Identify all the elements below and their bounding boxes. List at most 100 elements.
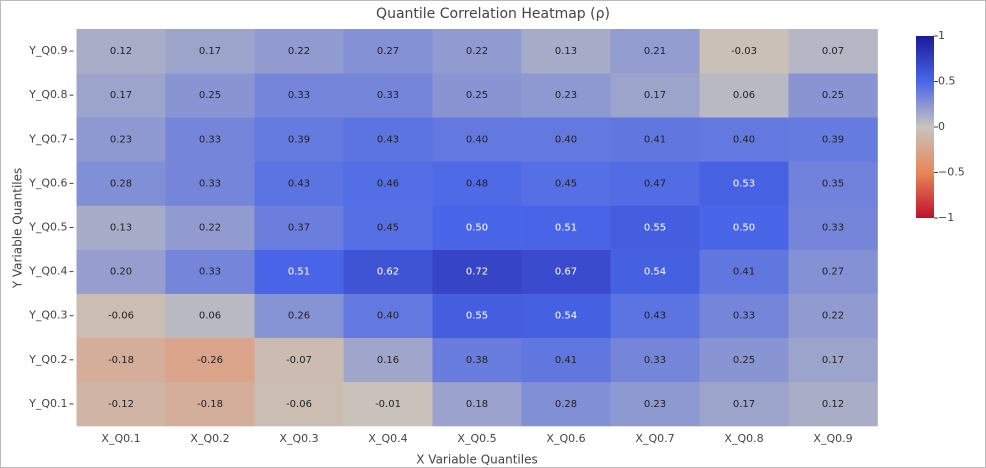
heatmap-cell	[699, 293, 789, 339]
heatmap-cell	[254, 205, 344, 250]
cell-label: 0.40	[733, 134, 755, 145]
cell-label: -0.18	[197, 399, 223, 410]
heatmap-cell	[521, 337, 611, 383]
cell-label: 0.33	[644, 355, 666, 366]
cell-label: 0.67	[555, 267, 577, 278]
cell-label: 0.55	[644, 223, 666, 234]
cell-label: 0.45	[377, 223, 399, 234]
heatmap-cell	[76, 337, 166, 383]
y-tick-label: Y_Q0.2	[28, 353, 67, 366]
cell-label: 0.41	[733, 267, 755, 278]
heatmap-cell	[76, 293, 166, 339]
cell-label: 0.25	[199, 90, 221, 101]
heatmap-cell	[254, 161, 344, 206]
x-tick-label: X_Q0.9	[813, 432, 852, 445]
cell-label: 0.13	[110, 223, 132, 234]
x-tick-label: X_Q0.7	[635, 432, 674, 445]
y-tick-label: Y_Q0.6	[28, 176, 67, 189]
y-tick-label: Y_Q0.8	[28, 88, 67, 101]
cell-label: -0.12	[108, 399, 134, 410]
cell-label: 0.33	[199, 267, 221, 278]
colorbar-tick-label: 0.5	[938, 75, 956, 88]
cell-label: 0.17	[199, 46, 221, 57]
cell-label: 0.06	[199, 311, 221, 322]
heatmap-cell	[610, 117, 700, 162]
heatmap-cell	[610, 205, 700, 250]
cell-label: 0.21	[644, 46, 666, 57]
heatmap-cell	[343, 73, 433, 118]
heatmap-cell	[521, 73, 611, 118]
heatmap-cell	[343, 161, 433, 206]
heatmap-cell	[76, 249, 166, 294]
heatmap-cell	[788, 249, 878, 294]
heatmap-cell	[432, 249, 522, 294]
x-tick-label: X_Q0.8	[724, 432, 763, 445]
cell-label: 0.33	[822, 223, 844, 234]
cell-label: 0.23	[644, 399, 666, 410]
cell-label: 0.23	[110, 134, 132, 145]
heatmap-cell	[432, 161, 522, 206]
colorbar-tick-label: 0	[938, 120, 945, 133]
heatmap-cell	[788, 117, 878, 162]
heatmap-cell	[254, 293, 344, 339]
cell-label: 0.12	[822, 399, 844, 410]
cell-label: 0.20	[110, 267, 132, 278]
heatmap-cell	[165, 205, 255, 250]
cell-label: 0.40	[555, 134, 577, 145]
cell-label: -0.18	[108, 355, 134, 366]
colorbar	[916, 36, 934, 218]
heatmap-cell	[165, 249, 255, 294]
heatmap-cell	[254, 29, 344, 74]
cell-label: -0.06	[286, 399, 312, 410]
y-tick-label: Y_Q0.4	[28, 265, 67, 278]
cell-label: 0.23	[555, 90, 577, 101]
heatmap-cell	[254, 381, 344, 427]
heatmap-cell	[343, 293, 433, 339]
x-tick-label: X_Q0.3	[279, 432, 318, 445]
cell-label: 0.33	[377, 90, 399, 101]
heatmap-cell	[788, 381, 878, 427]
cell-label: 0.33	[199, 134, 221, 145]
heatmap-cell	[610, 161, 700, 206]
cell-label: 0.39	[822, 134, 844, 145]
y-tick-label: Y_Q0.5	[28, 221, 67, 234]
cell-label: 0.53	[733, 178, 755, 189]
cell-label: 0.22	[466, 46, 488, 57]
heatmap-cell	[521, 29, 611, 74]
heatmap-cell	[343, 337, 433, 383]
chart-title: Quantile Correlation Heatmap (ρ)	[376, 6, 610, 22]
cell-label: -0.07	[286, 355, 312, 366]
cell-label: 0.38	[466, 355, 488, 366]
heatmap-cell	[165, 161, 255, 206]
heatmap-cell	[788, 73, 878, 118]
y-tick-label: Y_Q0.3	[28, 309, 67, 322]
heatmap-cell	[788, 337, 878, 383]
cell-label: 0.25	[733, 355, 755, 366]
cell-label: 0.06	[733, 90, 755, 101]
x-axis-title: X Variable Quantiles	[416, 453, 537, 467]
colorbar-tick-label: −0.5	[938, 166, 965, 179]
heatmap-cell	[343, 205, 433, 250]
cell-label: 0.18	[466, 399, 488, 410]
cell-label: 0.43	[288, 178, 310, 189]
cell-label: 0.22	[822, 311, 844, 322]
heatmap-cell	[432, 205, 522, 250]
heatmap-cell	[699, 337, 789, 383]
heatmap-cell	[165, 381, 255, 427]
cell-label: 0.13	[555, 46, 577, 57]
cell-label: 0.62	[377, 267, 399, 278]
cell-label: 0.47	[644, 178, 666, 189]
cell-label: 0.41	[644, 134, 666, 145]
cell-label: -0.03	[731, 46, 757, 57]
cell-label: 0.35	[822, 178, 844, 189]
heatmap-cell	[76, 73, 166, 118]
heatmap-cell	[343, 249, 433, 294]
cell-label: 0.54	[644, 267, 666, 278]
heatmap-cell	[165, 73, 255, 118]
cell-label: 0.22	[199, 223, 221, 234]
cell-label: 0.16	[377, 355, 399, 366]
cell-label: -0.26	[197, 355, 223, 366]
heatmap-cell	[788, 293, 878, 339]
cell-label: 0.40	[377, 311, 399, 322]
cell-label: 0.45	[555, 178, 577, 189]
